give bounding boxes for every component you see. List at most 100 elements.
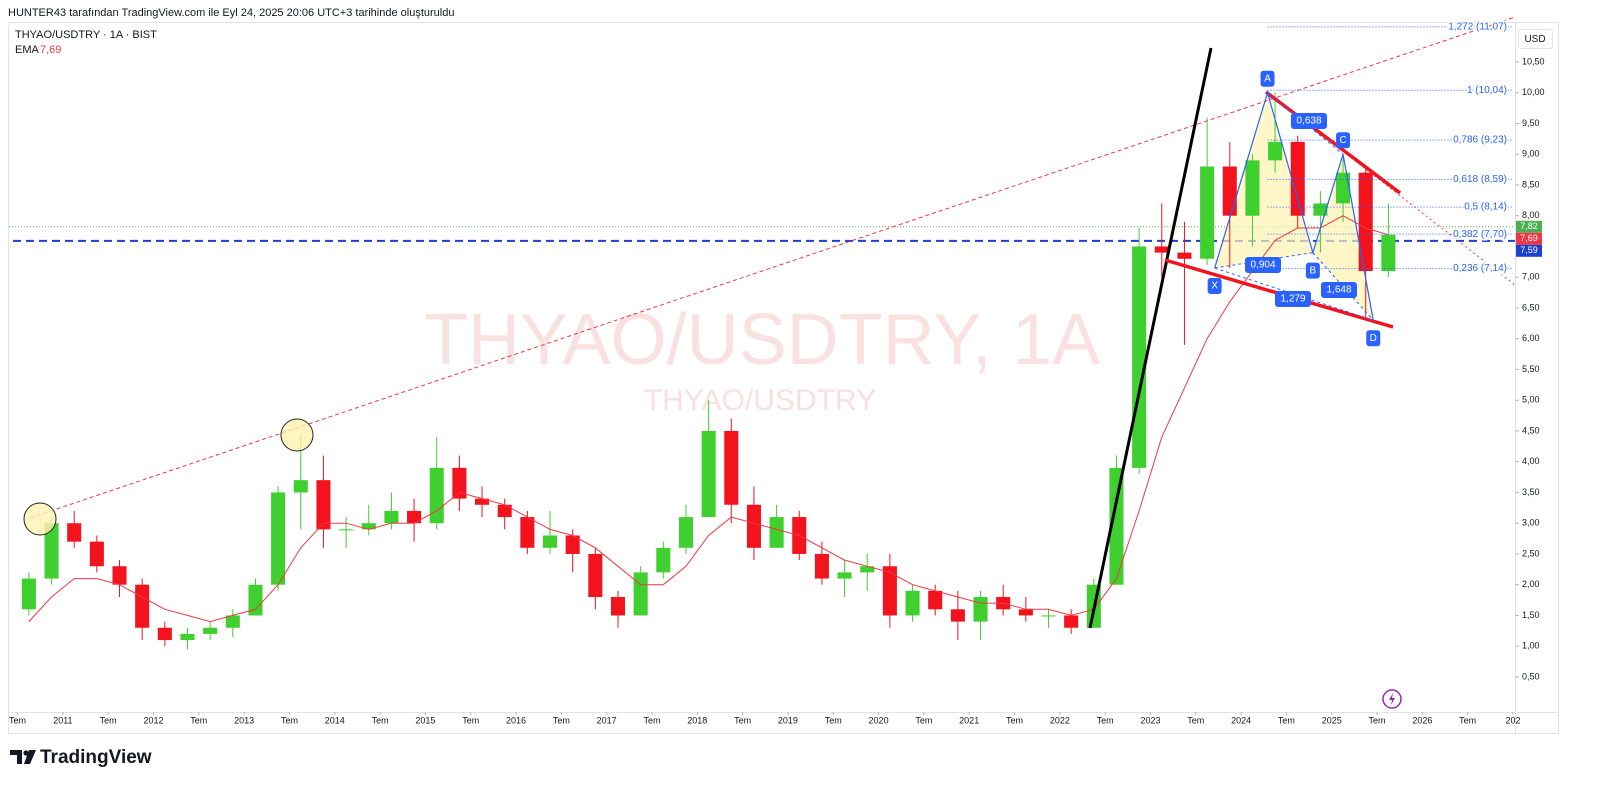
price-label: 7,59 — [1520, 245, 1538, 255]
y-tick-label: 7,00 — [1522, 272, 1540, 282]
y-tick-label: 10,00 — [1522, 87, 1545, 97]
ratio-box — [1321, 282, 1357, 298]
fib-label: 1 (10,04) — [1467, 85, 1507, 96]
pattern-fill — [1214, 92, 1313, 268]
price-label-box — [1516, 244, 1542, 257]
trend-line — [1264, 90, 1402, 195]
ratio-label: 1,279 — [1280, 294, 1305, 305]
brand-logo: TradingView — [10, 747, 152, 768]
pattern-point-label: D — [1370, 333, 1377, 344]
candle-body — [973, 597, 988, 622]
candle-body — [678, 517, 693, 548]
candle-body — [1358, 172, 1373, 272]
ratio-label: 0,904 — [1250, 260, 1275, 271]
brand: TradingView — [40, 747, 152, 768]
candle-body — [1064, 615, 1079, 628]
overlay — [23, 16, 1516, 536]
candle-body — [1336, 172, 1351, 204]
ratio-label: 0,638 — [1296, 116, 1321, 127]
pattern-point-label: C — [1339, 135, 1346, 146]
candle-body — [384, 510, 399, 524]
x-tick-label: Tem — [915, 715, 932, 725]
x-tick-label: 2020 — [869, 715, 889, 725]
x-tick-label: Tem — [281, 715, 298, 725]
candle-body — [1245, 160, 1260, 216]
candle-body — [248, 584, 263, 616]
x-tick-label: 2019 — [778, 715, 798, 725]
x-tick-label: Tem — [553, 715, 570, 725]
logo-slash — [24, 750, 36, 764]
highlight-circle — [280, 418, 314, 452]
candle-body — [112, 566, 127, 585]
candle-body — [928, 590, 943, 610]
caption: HUNTER43 tarafından TradingView.com ile … — [8, 7, 454, 19]
x-tick-label: Tem — [1006, 715, 1023, 725]
candle-body — [1018, 609, 1033, 616]
candle-body — [701, 430, 716, 518]
pattern-point-box — [1260, 70, 1275, 87]
candle-body — [1154, 246, 1169, 253]
y-tick-label: 5,50 — [1522, 364, 1540, 374]
x-tick-label: 2011 — [53, 715, 72, 725]
y-tick-label: 1,00 — [1522, 641, 1540, 651]
candle-body — [316, 480, 331, 530]
pattern-point-box — [1366, 330, 1381, 347]
candle-body — [905, 590, 920, 616]
x-tick-label: Tem — [825, 715, 842, 725]
y-tick-label: 2,50 — [1522, 548, 1540, 558]
candle-body — [656, 547, 671, 573]
watermark-sub: THYAO/USDTRY — [644, 384, 876, 417]
candle-body — [1041, 615, 1056, 617]
y-tick-label: 0,50 — [1522, 671, 1540, 681]
x-tick-label: Tem — [372, 715, 389, 725]
pattern-point-box — [1207, 277, 1222, 294]
y-tick-label: 9,50 — [1522, 118, 1540, 128]
fib-label: 1,272 (11,07) — [1448, 22, 1507, 33]
price-label: 7,69 — [1520, 233, 1538, 243]
x-tick-label: 2025 — [1322, 715, 1342, 725]
legend: THYAO/USDTRY · 1A · BIST EMA 7,69 — [15, 29, 157, 56]
trend-line-dashed — [29, 16, 1516, 519]
x-tick-label: 2022 — [1050, 715, 1070, 725]
logo-mark — [10, 750, 22, 764]
y-tick-label: 10,50 — [1522, 56, 1545, 66]
currency-button[interactable] — [1518, 29, 1553, 49]
y-tick-label: 2,00 — [1522, 579, 1540, 589]
x-tick-label: 2021 — [959, 715, 979, 725]
trend-line-dotted — [1267, 92, 1516, 286]
fib-label: 0,5 (8,14) — [1464, 202, 1507, 213]
candle-body — [633, 572, 648, 616]
pattern-fill — [1312, 154, 1374, 321]
candle-body — [1132, 246, 1147, 468]
ema-value: 7,69 — [40, 44, 61, 56]
currency[interactable]: USD — [1524, 34, 1545, 45]
candle-body — [724, 430, 739, 505]
highlight-circle — [23, 502, 57, 536]
candle-body — [361, 523, 376, 530]
x-tick-label: 202 — [1505, 715, 1520, 725]
candle-body — [1222, 166, 1237, 216]
candle-body — [180, 633, 195, 641]
x-tick-label: Tem — [1278, 715, 1295, 725]
candle-body — [157, 627, 172, 641]
pattern-point-label: A — [1264, 73, 1271, 84]
x-tick-label: Tem — [190, 715, 207, 725]
candle-body — [429, 467, 444, 524]
y-tick-label: 3,00 — [1522, 518, 1540, 528]
candle-body — [542, 535, 558, 548]
candle-body — [882, 566, 897, 616]
candle-body — [452, 467, 467, 499]
x-tick-label: 2016 — [506, 715, 526, 725]
y-tick-label: 8,50 — [1522, 179, 1540, 189]
y-tick-label: 1,50 — [1522, 610, 1540, 620]
ema-name: EMA — [15, 44, 40, 56]
drawings: 1,272 (11,07) 1 (10,04) 0,786 (9,23) 0,618 … — [1088, 20, 1513, 629]
candle-body — [135, 584, 150, 628]
fib-label: 0,382 (7,70) — [1453, 229, 1507, 240]
candle-body — [610, 597, 626, 616]
candle-body — [1109, 467, 1124, 585]
x-tick-label: 2015 — [415, 715, 435, 725]
y-tick-label: 4,00 — [1522, 456, 1540, 466]
